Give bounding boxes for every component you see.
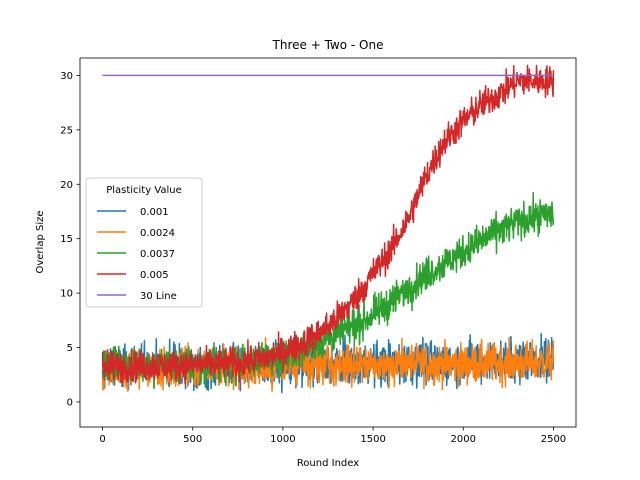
y-tick-label: 30 bbox=[60, 71, 73, 82]
legend: Plasticity Value 0.001 0.0024 0.0037 0.005 3… bbox=[85, 177, 203, 308]
y-tick-label: 25 bbox=[60, 125, 73, 136]
legend-label: 30 Line bbox=[140, 291, 177, 302]
plot-area-frame bbox=[79, 57, 577, 428]
legend-box bbox=[85, 177, 203, 308]
legend-label: 0.0024 bbox=[140, 228, 175, 239]
y-axis: 0 5 10 15 20 25 30 bbox=[60, 71, 80, 408]
x-tick-label: 1500 bbox=[360, 434, 385, 445]
legend-label: 0.0037 bbox=[140, 249, 175, 260]
legend-title: Plasticity Value bbox=[106, 185, 182, 196]
y-tick-label: 0 bbox=[67, 397, 73, 408]
y-tick-label: 10 bbox=[60, 289, 73, 300]
x-tick-label: 0 bbox=[99, 434, 105, 445]
x-tick-label: 2500 bbox=[541, 434, 566, 445]
x-tick-label: 2000 bbox=[451, 434, 476, 445]
x-tick-label: 1000 bbox=[270, 434, 295, 445]
y-tick-label: 20 bbox=[60, 180, 73, 191]
y-axis-label: Overlap Size bbox=[35, 210, 46, 273]
x-tick-label: 500 bbox=[183, 434, 202, 445]
x-axis-label: Round Index bbox=[297, 458, 359, 469]
legend-label: 0.001 bbox=[140, 207, 169, 218]
y-tick-label: 5 bbox=[67, 343, 73, 354]
x-axis: 0 500 1000 1500 2000 2500 bbox=[99, 427, 566, 445]
y-tick-label: 15 bbox=[60, 234, 73, 245]
series-line-0-005 bbox=[101, 64, 555, 385]
chart-title: Three + Two - One bbox=[272, 38, 384, 52]
legend-label: 0.005 bbox=[140, 270, 169, 281]
series-layer bbox=[101, 64, 555, 394]
legend-entries: 0.001 0.0024 0.0037 0.005 30 Line bbox=[97, 207, 177, 302]
